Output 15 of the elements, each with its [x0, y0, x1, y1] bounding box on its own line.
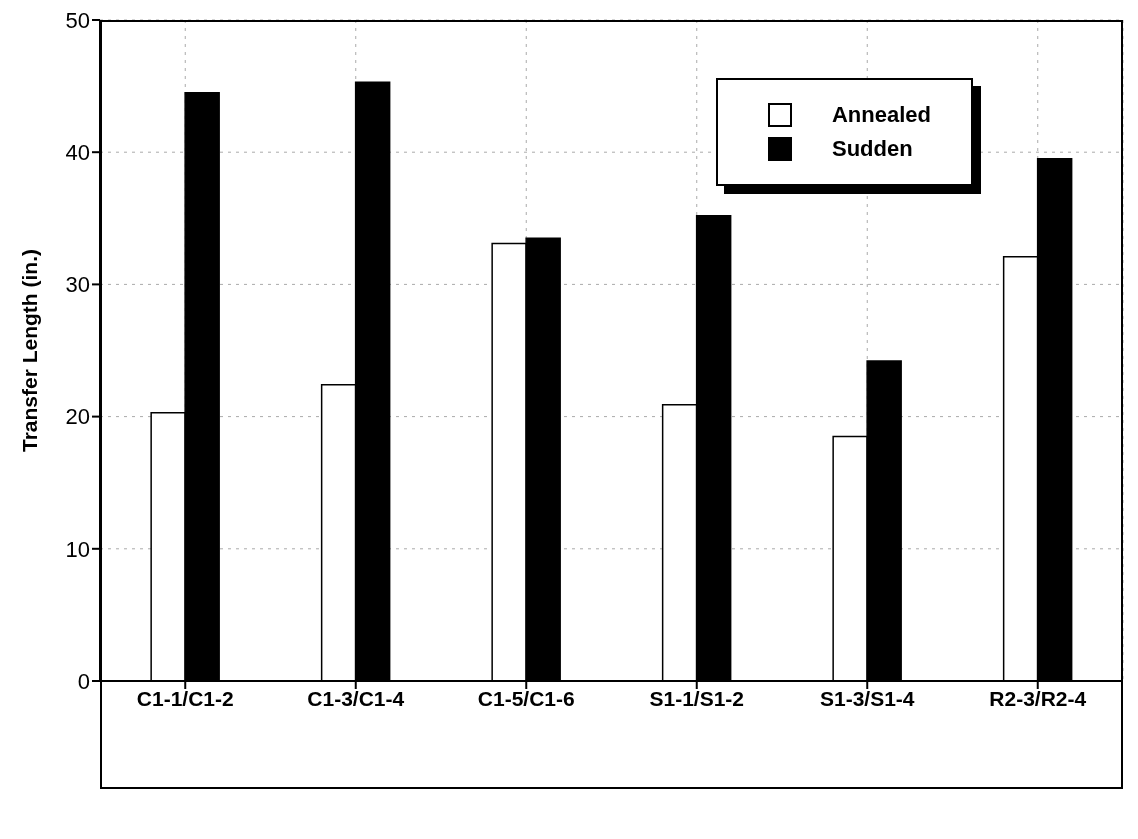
x-tick-label: C1-3/C1-4 [307, 686, 405, 710]
y-tick-label: 30 [65, 272, 90, 298]
x-tick-label: S1-3/S1-4 [819, 686, 915, 710]
x-tick-label: S1-1/S1-2 [649, 686, 745, 710]
y-tick-label: 10 [65, 536, 90, 562]
y-tick-label: 0 [77, 668, 90, 694]
legend-label: Sudden [831, 136, 913, 162]
y-axis-title: Transfer Length (in.) [18, 248, 42, 453]
y-tick-label: 40 [65, 140, 90, 166]
y-tick-label: 20 [65, 404, 90, 430]
legend-label: Annealed [831, 102, 931, 128]
y-tick-label: 50 [65, 7, 90, 33]
x-tick-label: C1-5/C1-6 [477, 686, 575, 710]
x-tick-label: R2-3/R2-4 [989, 686, 1087, 710]
x-tick-label: C1-1/C1-2 [136, 686, 234, 710]
